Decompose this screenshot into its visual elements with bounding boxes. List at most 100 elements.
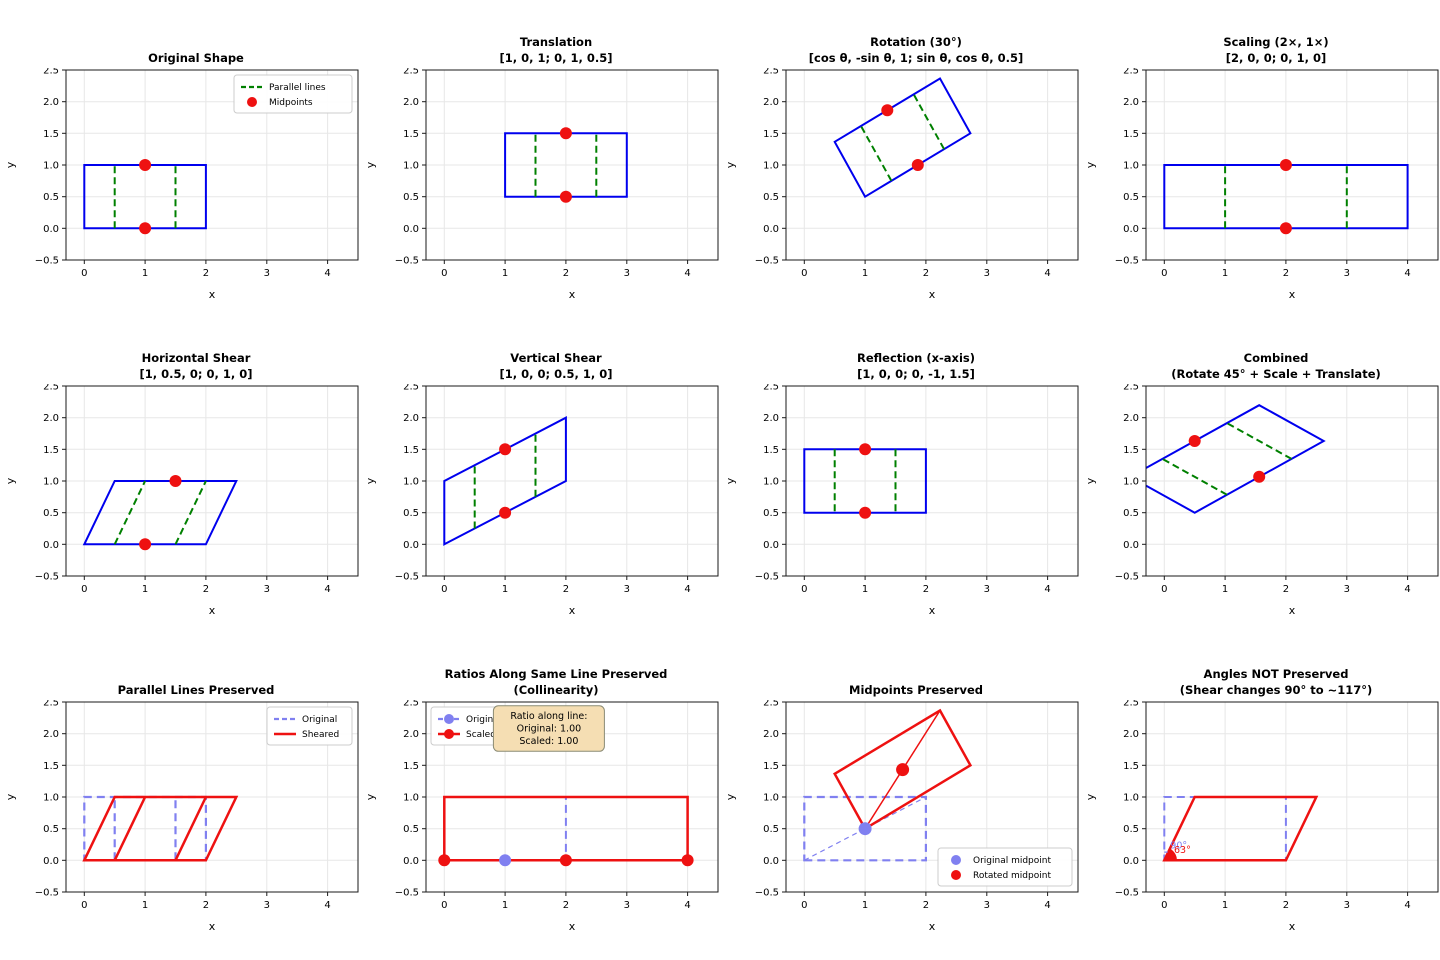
svg-text:0: 0	[81, 268, 87, 279]
y-ticks: −0.5 0.0 0.5 1.0 1.5 2.0 2.5	[1115, 700, 1146, 899]
shape-line	[804, 796, 927, 861]
midpoint-marker	[139, 538, 152, 551]
svg-text:1: 1	[142, 900, 148, 911]
svg-text:2.0: 2.0	[1123, 97, 1139, 108]
svg-text:2.0: 2.0	[1123, 729, 1139, 740]
svg-text:−0.5: −0.5	[395, 572, 419, 583]
subplot-angles-not-preserved: Angles NOT Preserved (Shear changes 90° …	[1080, 638, 1440, 954]
svg-text:Original: Original	[302, 715, 337, 725]
shape-polygon	[1146, 404, 1326, 514]
shape-line	[174, 480, 207, 545]
subplot-title: Combined (Rotate 45° + Scale + Translate…	[1114, 332, 1438, 382]
svg-text:2.5: 2.5	[403, 384, 419, 393]
svg-text:0.5: 0.5	[403, 824, 419, 835]
svg-text:1.0: 1.0	[1123, 161, 1139, 172]
svg-text:4: 4	[1404, 900, 1410, 911]
svg-text:2.0: 2.0	[43, 413, 59, 424]
midpoint-marker	[858, 822, 872, 836]
midpoint-marker	[859, 443, 872, 456]
y-ticks: −0.5 0.0 0.5 1.0 1.5 2.0 2.5	[395, 68, 426, 267]
svg-text:1.0: 1.0	[763, 793, 779, 804]
subtitle-line: [1, 0, 0; 0.5, 1, 0]	[499, 366, 613, 381]
midpoint-marker	[438, 854, 451, 867]
x-axis-label: x	[1289, 604, 1296, 617]
svg-text:3: 3	[984, 268, 990, 279]
angle-wedge	[1163, 848, 1177, 861]
shape-polygon	[83, 164, 207, 230]
svg-text:4: 4	[324, 900, 330, 911]
shape-polygon	[803, 795, 927, 862]
svg-text:2.0: 2.0	[763, 97, 779, 108]
plot-area: 0 1 2 3 4 −0.5 0.0 0.5 1.0 1.5 2.0 2.5 x y Original Sca…	[360, 700, 720, 948]
svg-text:2: 2	[1283, 900, 1289, 911]
midpoint-marker	[911, 159, 924, 171]
plot-canvas-vertical-shear: 0 1 2 3 4 −0.5 0.0 0.5 1.0 1.5 2.0 2.5 x y	[364, 384, 719, 617]
midpoint-marker	[139, 159, 152, 171]
x-ticks: 0 1 2 3 4	[81, 576, 331, 595]
y-axis-label: y	[4, 477, 17, 484]
svg-text:0: 0	[81, 584, 87, 595]
svg-text:1.5: 1.5	[1123, 129, 1139, 140]
legend: Original Sheared	[266, 706, 353, 746]
svg-text:0.5: 0.5	[403, 192, 419, 203]
plot-area: 0 1 2 3 4 −0.5 0.0 0.5 1.0 1.5 2.0 2.5 x y	[720, 384, 1080, 632]
svg-text:Original midpoint: Original midpoint	[973, 856, 1051, 866]
svg-text:0.5: 0.5	[1123, 508, 1139, 519]
shape-line	[912, 93, 945, 150]
y-axis-label: y	[364, 477, 377, 484]
subplot-title: Translation [1, 0, 1; 0, 1, 0.5]	[394, 16, 718, 66]
x-axis-label: x	[209, 288, 216, 301]
subplot-title: Horizontal Shear [1, 0.5, 0; 0, 1, 0]	[34, 332, 358, 382]
svg-text:1: 1	[502, 268, 508, 279]
y-axis-label: y	[724, 477, 737, 484]
subplot-title: Rotation (30°) [cos θ, -sin θ, 1; sin θ,…	[754, 16, 1078, 66]
plot-area: 0 1 2 3 4 −0.5 0.0 0.5 1.0 1.5 2.0 2.5 x y Original mi…	[720, 700, 1080, 948]
svg-text:1.0: 1.0	[763, 477, 779, 488]
subtitle-line: [cos θ, -sin θ, 1; sin θ, cos θ, 0.5]	[808, 50, 1024, 65]
shape-line	[1161, 458, 1228, 496]
y-ticks: −0.5 0.0 0.5 1.0 1.5 2.0 2.5	[35, 700, 66, 899]
svg-text:2: 2	[563, 584, 569, 595]
plot-canvas-rotation-30: 0 1 2 3 4 −0.5 0.0 0.5 1.0 1.5 2.0 2.5 x y	[724, 68, 1079, 301]
y-axis-label: y	[1084, 793, 1097, 800]
svg-text:1.0: 1.0	[403, 161, 419, 172]
svg-text:2: 2	[563, 268, 569, 279]
plot-area: 0 1 2 3 4 −0.5 0.0 0.5 1.0 1.5 2.0 2.5 x y	[1080, 68, 1440, 316]
title-line: Translation	[519, 34, 593, 49]
svg-text:Sheared: Sheared	[302, 730, 339, 740]
subplot-title: Parallel Lines Preserved	[34, 648, 358, 698]
svg-text:1.5: 1.5	[1123, 761, 1139, 772]
subtitle-line: [1, 0, 0; 0, -1, 1.5]	[857, 366, 975, 381]
subplot-reflection-x-axis: Reflection (x-axis) [1, 0, 0; 0, -1, 1.5…	[720, 322, 1080, 638]
svg-text:1.0: 1.0	[403, 793, 419, 804]
subplot-title: Midpoints Preserved	[754, 648, 1078, 698]
shape-polygon	[443, 795, 689, 862]
svg-text:3: 3	[624, 268, 630, 279]
svg-text:−0.5: −0.5	[755, 888, 779, 899]
midpoint-marker	[881, 104, 894, 117]
plot-canvas-angles-not-preserved: 0 1 2 3 4 −0.5 0.0 0.5 1.0 1.5 2.0 2.5 x y 90°63°	[1084, 700, 1439, 933]
legend: Parallel lines Midpoints	[233, 74, 353, 114]
svg-text:Rotated midpoint: Rotated midpoint	[973, 871, 1051, 881]
x-axis-label: x	[929, 288, 936, 301]
angle-label: 90°	[1170, 841, 1187, 852]
midpoint-marker	[896, 763, 910, 777]
plot-area: 0 1 2 3 4 −0.5 0.0 0.5 1.0 1.5 2.0 2.5 x y	[360, 68, 720, 316]
midpoint-marker	[499, 443, 512, 456]
y-ticks: −0.5 0.0 0.5 1.0 1.5 2.0 2.5	[755, 384, 786, 583]
svg-text:−0.5: −0.5	[755, 256, 779, 267]
plot-canvas-reflection-x-axis: 0 1 2 3 4 −0.5 0.0 0.5 1.0 1.5 2.0 2.5 x y	[724, 384, 1079, 617]
svg-text:1: 1	[142, 268, 148, 279]
svg-text:Parallel lines: Parallel lines	[269, 83, 326, 93]
x-axis-label: x	[209, 604, 216, 617]
svg-text:4: 4	[1044, 900, 1050, 911]
svg-text:0.5: 0.5	[403, 508, 419, 519]
svg-text:3: 3	[984, 584, 990, 595]
subplot-midpoints-preserved: Midpoints Preserved 0 1 2 3 4 −0.5 0.0 0.5 1.0 1.…	[720, 638, 1080, 954]
svg-text:0.0: 0.0	[1123, 856, 1139, 867]
subplot-original-shape: Original Shape 0 1 2 3 4 −0.5 0.0 0.5 1.0 1.5 2.0 2…	[0, 6, 360, 322]
shape-line	[113, 796, 147, 861]
svg-text:2.5: 2.5	[43, 68, 59, 77]
subplot-combined: Combined (Rotate 45° + Scale + Translate…	[1080, 322, 1440, 638]
svg-text:1: 1	[1222, 900, 1228, 911]
